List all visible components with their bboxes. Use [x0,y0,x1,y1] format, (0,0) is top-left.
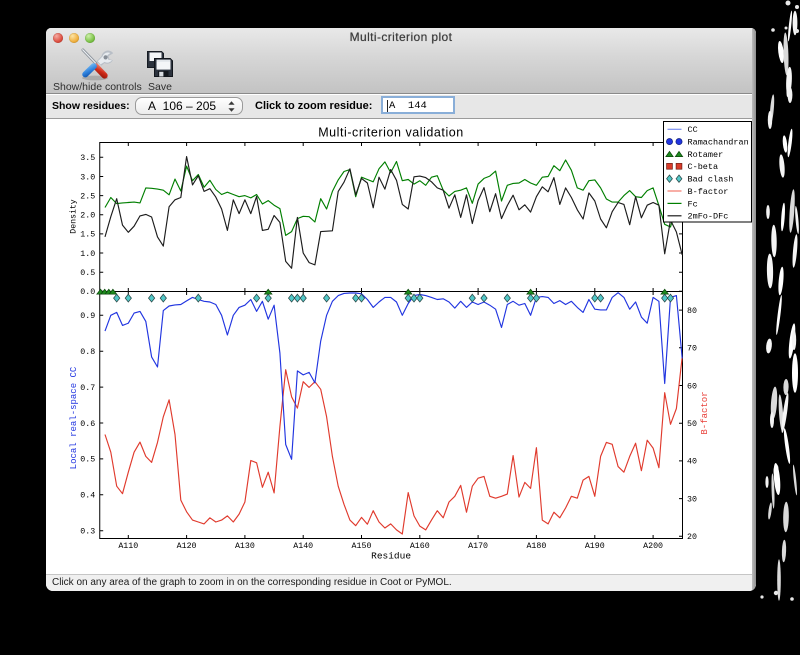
svg-text:A200: A200 [643,542,663,551]
svg-text:A150: A150 [352,542,372,551]
svg-text:Ramachandran: Ramachandran [688,137,749,147]
svg-text:Multi-criterion validation: Multi-criterion validation [318,125,464,139]
svg-text:0.8: 0.8 [80,348,95,357]
svg-text:0.0: 0.0 [80,288,95,297]
svg-text:C-beta: C-beta [688,162,719,172]
svg-text:Local real-space CC: Local real-space CC [69,366,79,469]
svg-text:30: 30 [687,495,697,504]
svg-text:A160: A160 [410,542,430,551]
svg-text:A110: A110 [118,542,138,551]
svg-text:0.3: 0.3 [80,527,95,536]
svg-text:20: 20 [687,533,697,542]
svg-text:3.5: 3.5 [80,154,95,163]
svg-text:2.0: 2.0 [80,211,95,220]
svg-text:0.4: 0.4 [80,491,95,500]
svg-text:B-factor: B-factor [700,391,710,434]
svg-text:2.5: 2.5 [80,192,95,201]
svg-text:80: 80 [687,306,697,315]
svg-text:0.5: 0.5 [80,269,95,278]
svg-text:Residue: Residue [371,550,411,561]
svg-text:1.0: 1.0 [80,249,95,258]
svg-text:1.5: 1.5 [80,230,95,239]
svg-text:0.6: 0.6 [80,419,95,428]
svg-text:2mFo-DFc: 2mFo-DFc [688,211,729,221]
svg-text:A140: A140 [293,542,313,551]
svg-text:40: 40 [687,457,697,466]
svg-text:0.9: 0.9 [80,312,95,321]
svg-text:B-factor: B-factor [688,187,729,197]
svg-text:A170: A170 [468,542,488,551]
svg-text:50: 50 [687,420,697,429]
svg-text:A130: A130 [235,542,255,551]
svg-text:Fc: Fc [688,199,698,209]
svg-text:Bad clash: Bad clash [688,174,734,184]
svg-text:A190: A190 [585,542,605,551]
svg-text:3.0: 3.0 [80,173,95,182]
svg-text:0.5: 0.5 [80,455,95,464]
svg-text:0.7: 0.7 [80,383,95,392]
svg-text:CC: CC [688,125,698,135]
svg-text:Density: Density [69,199,79,233]
svg-text:60: 60 [687,382,697,391]
svg-text:Rotamer: Rotamer [688,149,724,159]
svg-text:70: 70 [687,344,697,353]
svg-text:A120: A120 [177,542,197,551]
svg-text:A180: A180 [526,542,546,551]
